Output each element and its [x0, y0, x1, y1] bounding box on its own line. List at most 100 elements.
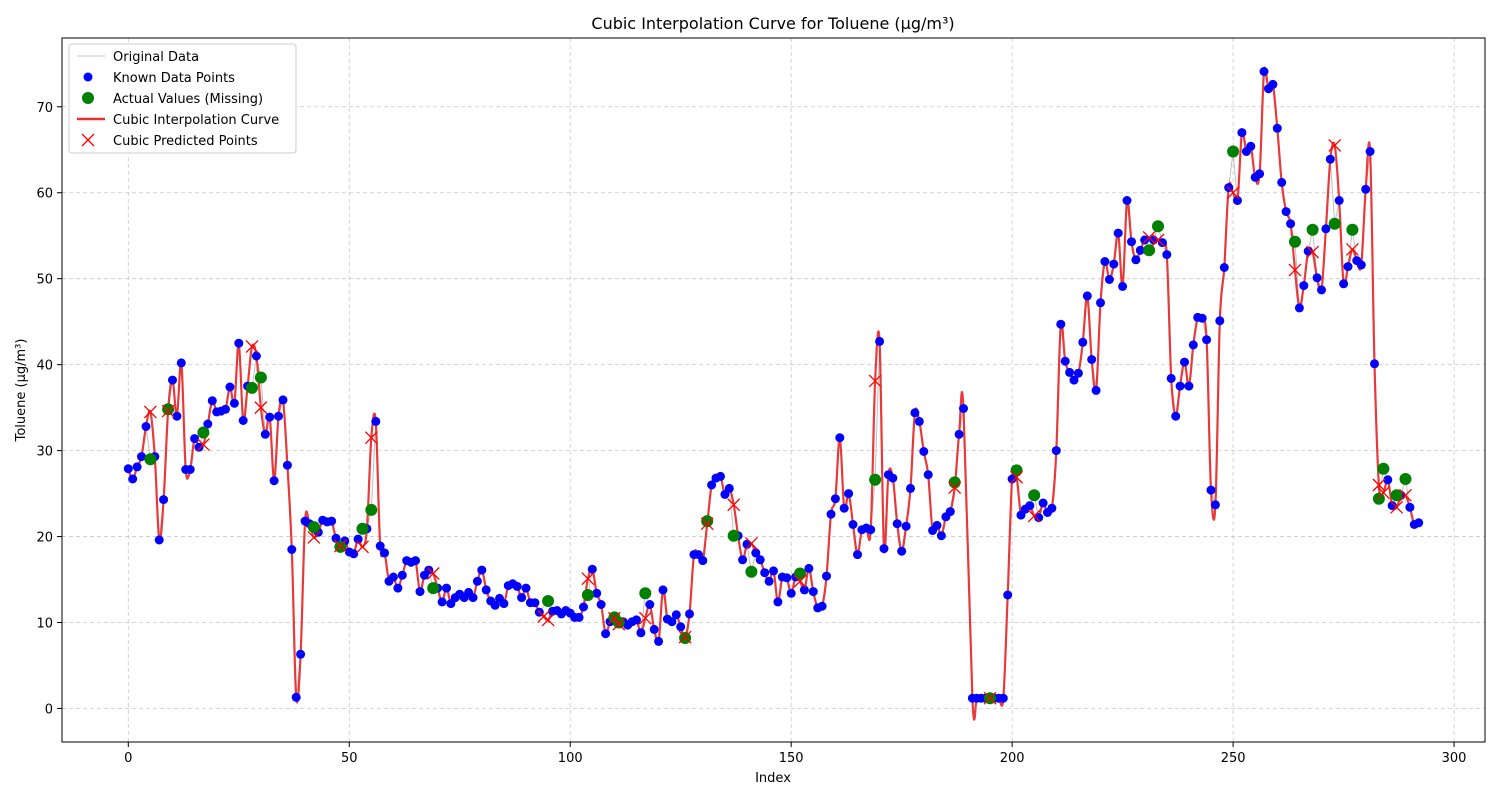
- actual-point: [1306, 223, 1319, 236]
- known-point: [1104, 275, 1114, 284]
- known-point: [274, 411, 283, 421]
- known-point: [596, 600, 606, 609]
- predicted-point: [541, 613, 555, 627]
- known-point: [1356, 260, 1366, 270]
- predicted-point: [1151, 233, 1165, 247]
- actual-point: [307, 521, 320, 534]
- predicted-point: [638, 611, 652, 625]
- known-point: [1096, 298, 1105, 308]
- known-point: [724, 483, 734, 493]
- predicted-point: [143, 405, 157, 419]
- known-point: [910, 408, 920, 418]
- known-point: [194, 442, 204, 452]
- legend-predicted-label: Cubic Predicted Points: [113, 134, 258, 149]
- x-axis-title: Index: [755, 771, 791, 786]
- predicted-point: [1010, 470, 1024, 484]
- known-point: [1334, 196, 1344, 205]
- x-axis-ticks: 0 50 100 150 200 250 300: [124, 742, 1466, 766]
- known-point: [229, 398, 239, 408]
- known-point: [296, 649, 306, 659]
- known-point: [636, 628, 646, 638]
- known-point: [468, 593, 478, 603]
- x-tick-label: 0: [124, 751, 132, 766]
- actual-point: [1227, 145, 1240, 158]
- known-point: [1003, 590, 1013, 600]
- y-tick-label: 70: [36, 101, 53, 116]
- actual-point: [1010, 464, 1023, 477]
- known-point: [866, 525, 876, 535]
- known-point: [698, 556, 708, 566]
- known-point: [1060, 356, 1070, 366]
- predicted-point: [607, 611, 621, 625]
- known-point: [954, 429, 964, 439]
- predicted-point: [983, 691, 997, 705]
- known-point: [1339, 279, 1349, 289]
- known-point: [888, 473, 898, 483]
- known-point: [1051, 446, 1061, 456]
- predicted-point: [307, 530, 321, 544]
- known-point: [1034, 513, 1044, 523]
- known-point: [826, 509, 836, 519]
- known-point: [282, 460, 292, 470]
- predicted-point: [426, 567, 440, 580]
- known-point: [738, 555, 748, 565]
- known-point: [172, 411, 182, 421]
- actual-point: [144, 453, 157, 466]
- known-point: [221, 404, 230, 414]
- actual-point: [254, 371, 267, 384]
- known-point: [919, 447, 929, 456]
- known-point: [1286, 219, 1296, 229]
- known-point: [769, 566, 778, 576]
- known-point: [477, 565, 487, 575]
- actual-point: [1143, 244, 1156, 257]
- y-tick-label: 0: [45, 702, 53, 717]
- known-point: [945, 507, 955, 517]
- known-point: [782, 573, 792, 583]
- predicted-point: [196, 438, 210, 452]
- actual-point: [1328, 217, 1341, 230]
- known-point: [601, 629, 611, 639]
- predicted-point: [161, 404, 175, 418]
- known-point: [1255, 169, 1265, 179]
- known-point: [1202, 335, 1212, 345]
- known-point: [658, 585, 668, 595]
- known-point: [375, 541, 385, 551]
- predicted-point: [678, 630, 692, 644]
- known-point: [472, 576, 482, 586]
- known-point: [755, 555, 765, 565]
- known-point: [371, 416, 381, 426]
- known-point: [269, 476, 279, 486]
- known-point: [892, 519, 902, 529]
- predicted-point: [1345, 242, 1359, 256]
- known-point: [1294, 303, 1304, 313]
- known-point: [1056, 319, 1066, 329]
- known-point: [822, 571, 831, 581]
- known-point: [998, 693, 1008, 703]
- known-point: [512, 581, 522, 591]
- known-point: [1087, 355, 1097, 364]
- x-tick-label: 50: [341, 751, 358, 766]
- y-tick-label: 10: [36, 617, 53, 632]
- predicted-point: [1226, 186, 1240, 200]
- y-tick-label: 60: [36, 187, 53, 202]
- known-point: [1073, 368, 1083, 378]
- predicted-point: [1288, 263, 1302, 277]
- known-point: [1135, 245, 1145, 255]
- actual-point: [1028, 489, 1041, 502]
- known-point: [786, 588, 796, 598]
- predicted-point: [948, 481, 962, 495]
- known-point: [499, 599, 509, 609]
- y-tick-label: 50: [36, 273, 53, 288]
- predicted-point: [364, 431, 378, 445]
- known-point: [251, 351, 261, 361]
- known-point: [760, 568, 770, 578]
- known-point: [808, 587, 818, 597]
- known-point: [1215, 316, 1225, 326]
- predicted-point: [1390, 500, 1404, 514]
- known-point: [1171, 411, 1181, 421]
- known-point: [1007, 474, 1017, 484]
- predicted-point: [1328, 138, 1342, 152]
- actual-point: [356, 522, 369, 535]
- predicted-point: [700, 517, 714, 531]
- actual-point: [581, 589, 594, 601]
